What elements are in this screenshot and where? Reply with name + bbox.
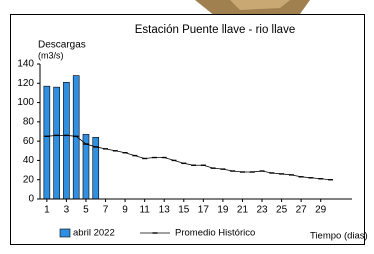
x-tick-label: 19 bbox=[217, 205, 229, 216]
y-tick-label: 80 bbox=[23, 116, 35, 127]
x-tick-label: 17 bbox=[198, 205, 210, 216]
page: Estación Puente llave - rio llave Descar… bbox=[0, 0, 374, 254]
y-tick-label: 0 bbox=[28, 194, 34, 205]
y-axis-label: Descargas bbox=[38, 40, 86, 51]
x-tick-label: 29 bbox=[315, 205, 327, 216]
x-tick-label: 15 bbox=[178, 205, 190, 216]
x-tick-label: 23 bbox=[256, 205, 268, 216]
y-tick-label: 100 bbox=[17, 97, 34, 108]
x-tick-label: 25 bbox=[276, 205, 288, 216]
bar bbox=[44, 86, 50, 199]
y-axis-unit: (m3/s) bbox=[38, 50, 64, 60]
x-tick-label: 27 bbox=[296, 205, 308, 216]
bar bbox=[54, 87, 60, 199]
x-tick-label: 1 bbox=[44, 205, 50, 216]
chart-title: Estación Puente llave - rio llave bbox=[135, 24, 295, 36]
y-tick-label: 120 bbox=[17, 78, 34, 89]
x-tick-label: 13 bbox=[159, 205, 171, 216]
x-tick-label: 11 bbox=[139, 205, 150, 216]
legend-label: abril 2022 bbox=[73, 228, 115, 239]
y-tick-label: 40 bbox=[23, 155, 35, 166]
y-tick-label: 60 bbox=[23, 136, 35, 147]
x-tick-label: 3 bbox=[64, 205, 70, 216]
bar bbox=[73, 76, 79, 199]
x-tick-label: 7 bbox=[103, 205, 109, 216]
x-tick-label: 5 bbox=[83, 205, 89, 216]
legend-label: Promedio Histórico bbox=[175, 228, 255, 239]
bar bbox=[63, 82, 69, 199]
x-tick-label: 21 bbox=[237, 205, 249, 216]
y-tick-label: 140 bbox=[17, 59, 34, 70]
x-tick-label: 9 bbox=[122, 205, 128, 216]
x-axis-label: Tiempo (dias) bbox=[310, 231, 368, 242]
chart: Estación Puente llave - rio llave Descar… bbox=[0, 0, 374, 249]
legend-swatch bbox=[60, 229, 70, 237]
y-tick-label: 20 bbox=[23, 174, 35, 185]
